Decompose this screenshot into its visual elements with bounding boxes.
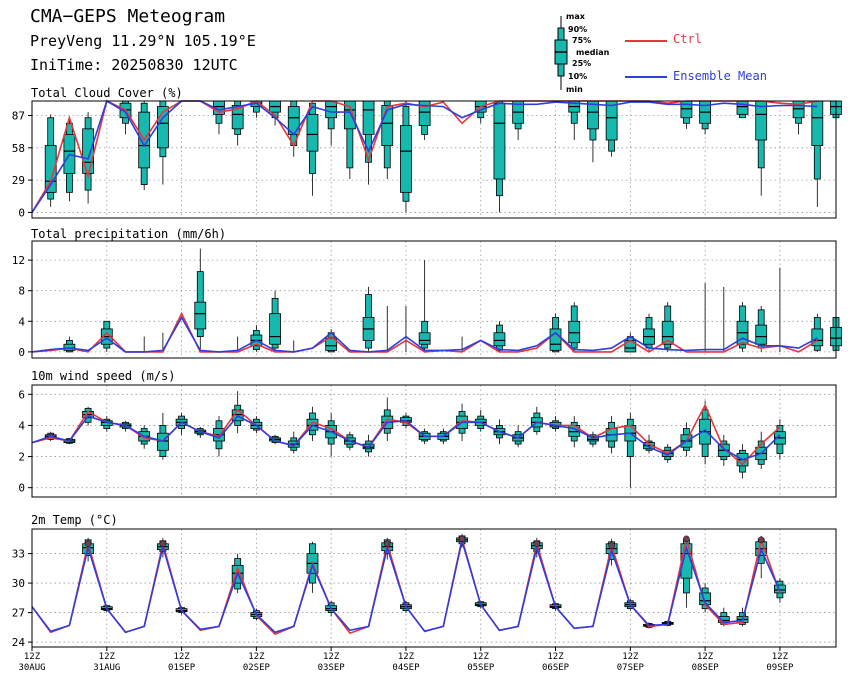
ctrl-max-dot — [458, 535, 466, 543]
box-p25-p75 — [194, 301, 207, 330]
x-tick-label-hour: 12Z — [622, 652, 639, 662]
panel-title: 10m wind speed (m/s) — [31, 369, 176, 383]
x-tick-label-hour: 12Z — [697, 652, 714, 662]
box-p25-p75 — [493, 102, 506, 180]
box-p25-p75 — [82, 128, 94, 174]
y-tick-label: 29 — [12, 174, 25, 187]
ensemble-mean-line — [31, 415, 781, 461]
box-p25-p75 — [418, 332, 431, 345]
box-p25-p75 — [568, 320, 581, 344]
box-p25-p75 — [63, 343, 76, 351]
ctrl-line — [31, 311, 818, 353]
y-tick-label: 6 — [18, 388, 25, 401]
x-tick-label-date: 03SEP — [318, 663, 346, 673]
box-p25-p75 — [325, 337, 338, 351]
box-p25-p75 — [306, 113, 319, 152]
y-tick-label: 0 — [18, 346, 25, 359]
y-tick-label: 4 — [18, 315, 25, 328]
box-p25-p75 — [755, 324, 768, 345]
y-tick-label: 8 — [18, 285, 25, 298]
box-p25-p75 — [549, 328, 562, 351]
x-tick-label-hour: 12Z — [473, 652, 490, 662]
y-tick-label: 12 — [12, 254, 25, 267]
panel-title: Total precipitation (mm/6h) — [31, 227, 226, 241]
box-p25-p75 — [44, 145, 57, 193]
y-tick-label: 2 — [18, 451, 25, 464]
ensemble-mean-line — [31, 540, 781, 634]
ctrl-max-dot — [84, 540, 92, 547]
ctrl-legend-line — [625, 40, 667, 42]
x-tick-label-hour: 12Z — [398, 652, 415, 662]
y-tick-label: 0 — [18, 482, 25, 495]
x-tick-label-hour: 12Z — [173, 652, 190, 662]
box-p25-p75 — [269, 313, 281, 345]
panel-frame — [31, 528, 837, 648]
ctrl-max-dot — [384, 540, 391, 547]
panel-frame — [31, 240, 837, 359]
y-tick-label: 87 — [12, 109, 25, 122]
box-p25-p75 — [231, 105, 244, 130]
box-p25-p75 — [661, 320, 674, 345]
ctrl-max-dot — [757, 536, 765, 544]
x-tick-label-date: 07SEP — [617, 663, 645, 673]
x-tick-label-date: 04SEP — [392, 663, 420, 673]
location-label: PreyVeng 11.29°N 105.19°E — [30, 32, 256, 50]
box-p25-p75 — [493, 332, 506, 347]
box-p25-p75 — [605, 100, 618, 141]
panel-frame — [31, 384, 837, 498]
panel-frame — [31, 100, 837, 219]
ensemble-mean-line — [31, 99, 818, 213]
x-tick-label-date: 01SEP — [168, 663, 196, 673]
key-label-p75: 75% — [572, 36, 592, 45]
key-label-median: median — [576, 48, 610, 57]
key-label-p25: 25% — [572, 59, 592, 68]
y-tick-label: 24 — [12, 636, 26, 649]
x-tick-label-date: 09SEP — [766, 663, 794, 673]
x-tick-label-date: 31AUG — [93, 663, 120, 673]
x-tick-label-date: 05SEP — [467, 663, 495, 673]
box-p25-p75 — [811, 100, 824, 146]
box-p25-p75 — [362, 100, 375, 135]
y-tick-label: 27 — [12, 607, 25, 620]
ctrl-max-dot — [159, 540, 167, 547]
x-tick-label-hour: 12Z — [248, 652, 265, 662]
panel-title: 2m Temp (°C) — [31, 513, 118, 527]
mean-legend-line — [625, 76, 667, 78]
key-label-min: min — [566, 85, 583, 94]
ctrl-max-dot — [608, 542, 615, 549]
key-label-max: max — [566, 12, 585, 21]
chart-title: CMA−GEPS Meteogram — [30, 6, 226, 27]
y-tick-label: 58 — [12, 142, 25, 155]
ctrl-legend-label: Ctrl — [673, 32, 702, 46]
init-time-label: IniTime: 20250830 12UTC — [30, 56, 238, 74]
x-tick-label-hour: 12Z — [772, 652, 789, 662]
x-tick-label-date: 08SEP — [692, 663, 720, 673]
key-label-p10: 10% — [568, 72, 588, 81]
x-tick-label-date: 06SEP — [542, 663, 570, 673]
ctrl-max-dot — [533, 540, 541, 547]
mean-legend-label: Ensemble Mean — [673, 69, 767, 83]
y-tick-label: 4 — [18, 419, 25, 432]
x-tick-label-date: 02SEP — [243, 663, 271, 673]
box-p25-p75 — [811, 328, 824, 347]
ctrl-max-dot — [683, 535, 690, 543]
y-tick-label: 33 — [12, 548, 25, 561]
x-tick-label-hour: 12Z — [547, 652, 564, 662]
box-p25-p75 — [381, 105, 394, 146]
box-p25-p75 — [736, 100, 749, 115]
y-tick-label: 0 — [18, 206, 25, 219]
y-tick-label: 30 — [12, 577, 25, 590]
x-tick-label-date: 30AUG — [18, 663, 45, 673]
x-tick-label-hour: 12Z — [99, 652, 116, 662]
box-p25-p75 — [774, 584, 786, 594]
panel-title: Total Cloud Cover (%) — [31, 86, 183, 100]
box-p25-p75 — [400, 125, 412, 193]
ensemble-mean-line — [31, 315, 818, 353]
box-p25-p75 — [325, 100, 338, 119]
x-tick-label-hour: 12Z — [24, 652, 41, 662]
key-label-p90: 90% — [568, 25, 588, 34]
x-tick-label-hour: 12Z — [323, 652, 340, 662]
